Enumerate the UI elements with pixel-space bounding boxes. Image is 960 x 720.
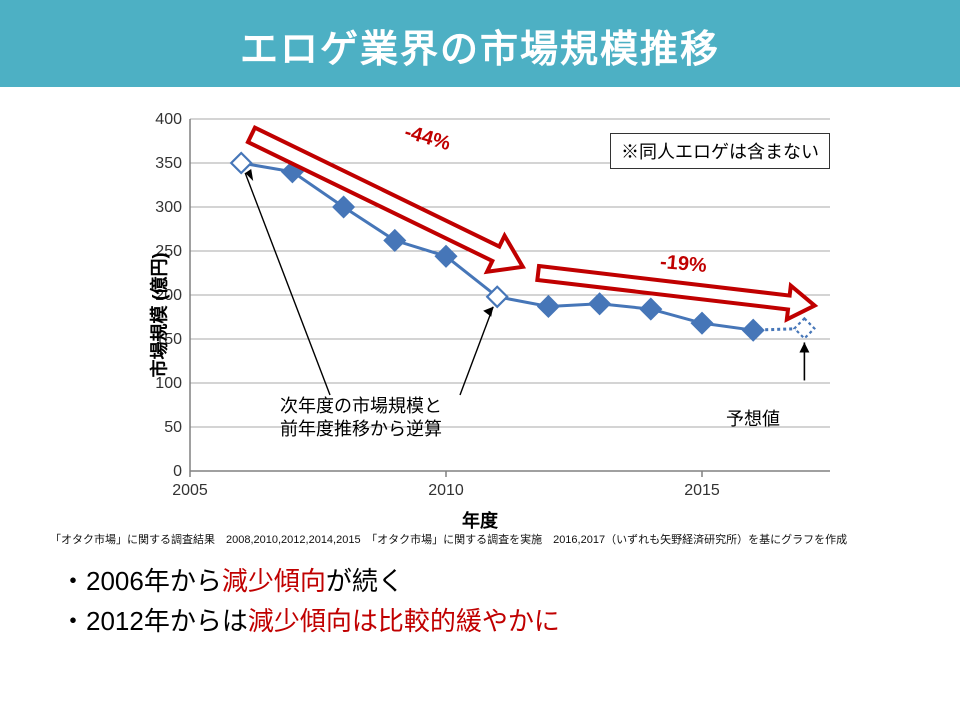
- arrow2-label: -19%: [659, 251, 708, 278]
- page-title: エロゲ業界の市場規模推移: [0, 0, 960, 87]
- source-footnote: 「オタク市場」に関する調査結果 2008,2010,2012,2014,2015…: [50, 531, 910, 547]
- backcalc-line1: 次年度の市場規模と: [280, 396, 442, 416]
- forecast-annotation: 予想値: [726, 408, 780, 431]
- note-box: ※同人エロゲは含まない: [610, 133, 830, 169]
- backcalc-line2: 前年度推移から逆算: [280, 419, 442, 439]
- bullet-2: ・2012年からは減少傾向は比較的緩やかに: [60, 601, 900, 641]
- svg-text:2010: 2010: [428, 482, 464, 499]
- svg-text:0: 0: [173, 463, 182, 480]
- svg-text:2015: 2015: [684, 482, 720, 499]
- bullet-1: ・2006年から減少傾向が続く: [60, 561, 900, 601]
- bullet-list: ・2006年から減少傾向が続く ・2012年からは減少傾向は比較的緩やかに: [60, 561, 900, 642]
- svg-text:300: 300: [155, 199, 182, 216]
- chart-container: 050100150200250300350400200520102015 市場規…: [100, 105, 860, 525]
- svg-text:400: 400: [155, 111, 182, 128]
- x-axis-label: 年度: [462, 507, 498, 533]
- svg-text:50: 50: [164, 419, 182, 436]
- svg-text:100: 100: [155, 375, 182, 392]
- backcalc-annotation: 次年度の市場規模と 前年度推移から逆算: [280, 395, 442, 442]
- svg-text:2005: 2005: [172, 482, 208, 499]
- y-axis-label: 市場規模 (億円): [146, 253, 172, 378]
- svg-text:350: 350: [155, 155, 182, 172]
